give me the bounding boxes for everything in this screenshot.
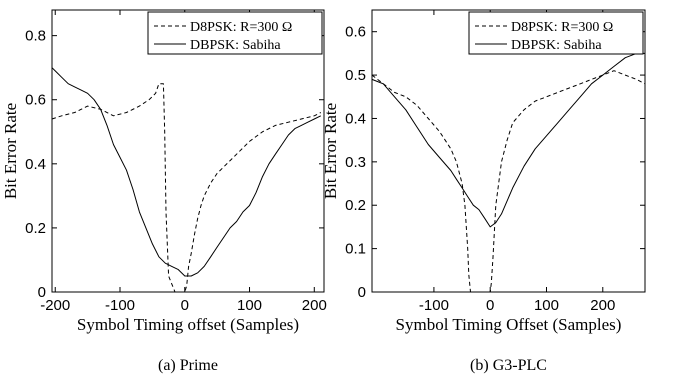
- legend-entry-label: DBPSK: Sabiha: [190, 38, 281, 53]
- y-axis-label-b: Bit Error Rate: [321, 103, 340, 199]
- caption-b: (b) G3-PLC: [470, 357, 547, 374]
- y-tick-label: 0.2: [345, 197, 366, 214]
- panel-b: 0 0.1 0.2 0.3 0.4 0.5 0.6 -100 0 100 200 D8PSK: R…: [321, 9, 646, 374]
- y-tick-label: 0.6: [25, 92, 46, 109]
- x-tick-label: 100: [534, 297, 559, 314]
- x-tick-label: -100: [419, 297, 449, 314]
- x-tick-label: 0: [181, 297, 189, 314]
- legend-box: [468, 11, 644, 55]
- legend-b: D8PSK: R=300 Ω DBPSK: Sabiha: [468, 11, 644, 55]
- y-tick-label: 0.4: [25, 156, 46, 173]
- legend-entry-label: DBPSK: Sabiha: [511, 38, 602, 53]
- y-tick-label: 0: [38, 284, 46, 301]
- series-line-d8psk: [371, 70, 646, 293]
- y-tick-label: 0.8: [25, 28, 46, 45]
- x-tick-label: 100: [237, 297, 262, 314]
- y-tick-label: 0.2: [25, 220, 46, 237]
- y-tick-label: 0.5: [345, 67, 366, 84]
- y-tick-label: 0.6: [345, 24, 366, 41]
- x-tick-label: -100: [105, 297, 135, 314]
- series-line-d8psk: [51, 83, 322, 293]
- y-tick-label: 0.1: [345, 241, 366, 258]
- y-tick-label: 0.4: [345, 110, 366, 127]
- panel-a: 0 0.2 0.4 0.6 0.8 -200 -100 0 100 200 D8PSK: R=3…: [1, 9, 327, 374]
- caption-a: (a) Prime: [158, 357, 218, 374]
- plot-frame-b: [371, 9, 646, 293]
- x-tick-label: 0: [486, 297, 494, 314]
- legend-box: [147, 11, 323, 55]
- x-axis-label-a: Symbol Timing offset (Samples): [77, 315, 299, 334]
- x-tick-label: 200: [302, 297, 327, 314]
- y-tick-label: 0.3: [345, 154, 366, 171]
- legend-a: D8PSK: R=300 Ω DBPSK: Sabiha: [147, 11, 323, 55]
- series-line-dbpsk: [51, 67, 322, 277]
- series-line-dbpsk: [371, 52, 645, 228]
- legend-entry-label: D8PSK: R=300 Ω: [511, 20, 613, 35]
- x-tick-label: 200: [590, 297, 615, 314]
- y-tick-label: 0: [358, 284, 366, 301]
- plot-frame-a: [51, 9, 325, 293]
- x-axis-label-b: Symbol Timing Offset (Samples): [396, 315, 622, 334]
- legend-entry-label: D8PSK: R=300 Ω: [190, 20, 292, 35]
- y-axis-label-a: Bit Error Rate: [1, 103, 20, 199]
- x-tick-label: -200: [40, 297, 70, 314]
